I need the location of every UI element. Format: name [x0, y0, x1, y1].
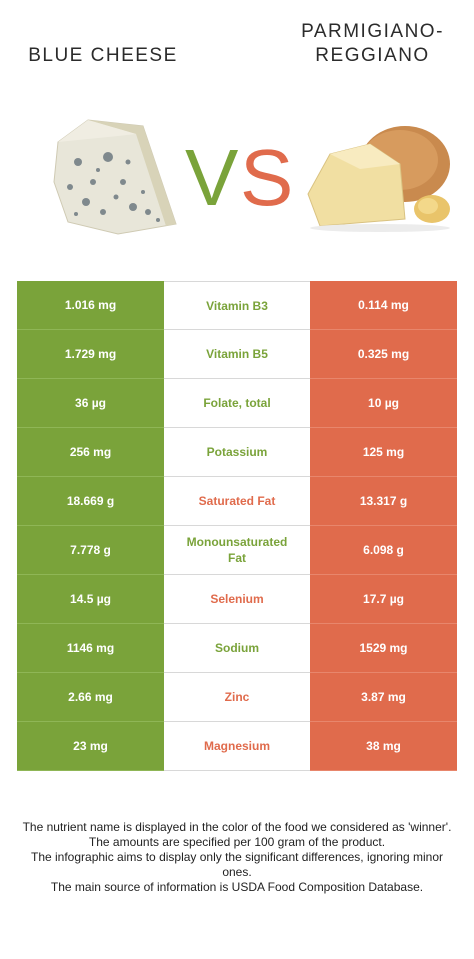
- left-value: 2.66 mg: [17, 673, 164, 722]
- left-value: 36 µg: [17, 379, 164, 428]
- right-value: 0.325 mg: [310, 330, 457, 379]
- table-row: 2.66 mg Zinc 3.87 mg: [17, 673, 457, 722]
- table-row: 1146 mg Sodium 1529 mg: [17, 624, 457, 673]
- right-value: 13.317 g: [310, 477, 457, 526]
- nutrient-name: Monounsaturated Fat: [164, 526, 310, 575]
- nutrient-name: Vitamin B5: [164, 330, 310, 379]
- table-row: 23 mg Magnesium 38 mg: [17, 722, 457, 771]
- right-value: 10 µg: [310, 379, 457, 428]
- left-value: 23 mg: [17, 722, 164, 771]
- parmigiano-image: [307, 126, 450, 232]
- table-row: 36 µg Folate, total 10 µg: [17, 379, 457, 428]
- right-value: 3.87 mg: [310, 673, 457, 722]
- left-value: 1.016 mg: [17, 281, 164, 330]
- nutrient-comparison-table: 1.016 mg Vitamin B3 0.114 mg 1.729 mg Vitami…: [17, 281, 457, 771]
- nutrient-name: Vitamin B3: [164, 281, 310, 330]
- right-value: 38 mg: [310, 722, 457, 771]
- nutrient-name: Sodium: [164, 624, 310, 673]
- left-value: 18.669 g: [17, 477, 164, 526]
- footnote: The nutrient name is displayed in the co…: [15, 820, 459, 895]
- footnote-line1: The nutrient name is displayed in the co…: [22, 820, 452, 834]
- left-value: 1.729 mg: [17, 330, 164, 379]
- right-value: 125 mg: [310, 428, 457, 477]
- table-row: 1.016 mg Vitamin B3 0.114 mg: [17, 281, 457, 330]
- footnote-line2: The amounts are specified per 100 gram o…: [88, 835, 386, 849]
- table-row: 18.669 g Saturated Fat 13.317 g: [17, 477, 457, 526]
- left-value: 256 mg: [17, 428, 164, 477]
- table-row: 256 mg Potassium 125 mg: [17, 428, 457, 477]
- left-value: 14.5 µg: [17, 575, 164, 624]
- nutrient-name: Selenium: [164, 575, 310, 624]
- table-row: 7.778 g Monounsaturated Fat 6.098 g: [17, 526, 457, 575]
- right-food-title-line2: REGGIANO: [315, 45, 430, 66]
- right-value: 17.7 µg: [310, 575, 457, 624]
- table-row: 14.5 µg Selenium 17.7 µg: [17, 575, 457, 624]
- nutrient-name: Folate, total: [164, 379, 310, 428]
- right-value: 1529 mg: [310, 624, 457, 673]
- nutrient-name: Zinc: [164, 673, 310, 722]
- table-row: 1.729 mg Vitamin B5 0.325 mg: [17, 330, 457, 379]
- right-food-title-line1: PARMIGIANO-: [301, 21, 444, 42]
- right-value: 0.114 mg: [310, 281, 457, 330]
- vs-letter-v: V: [185, 133, 239, 222]
- nutrient-name: Magnesium: [164, 722, 310, 771]
- left-value: 1146 mg: [17, 624, 164, 673]
- right-value: 6.098 g: [310, 526, 457, 575]
- vs-letter-s: S: [240, 133, 294, 222]
- right-food-title: PARMIGIANO- REGGIANO: [285, 20, 460, 68]
- nutrient-name: Potassium: [164, 428, 310, 477]
- left-value: 7.778 g: [17, 526, 164, 575]
- footnote-line3: The infographic aims to display only the…: [31, 850, 443, 879]
- blue-cheese-image: [53, 119, 177, 235]
- left-food-title: BLUE CHEESE: [28, 45, 178, 66]
- footnote-line4: The main source of information is USDA F…: [50, 880, 424, 894]
- nutrient-name: Saturated Fat: [164, 477, 310, 526]
